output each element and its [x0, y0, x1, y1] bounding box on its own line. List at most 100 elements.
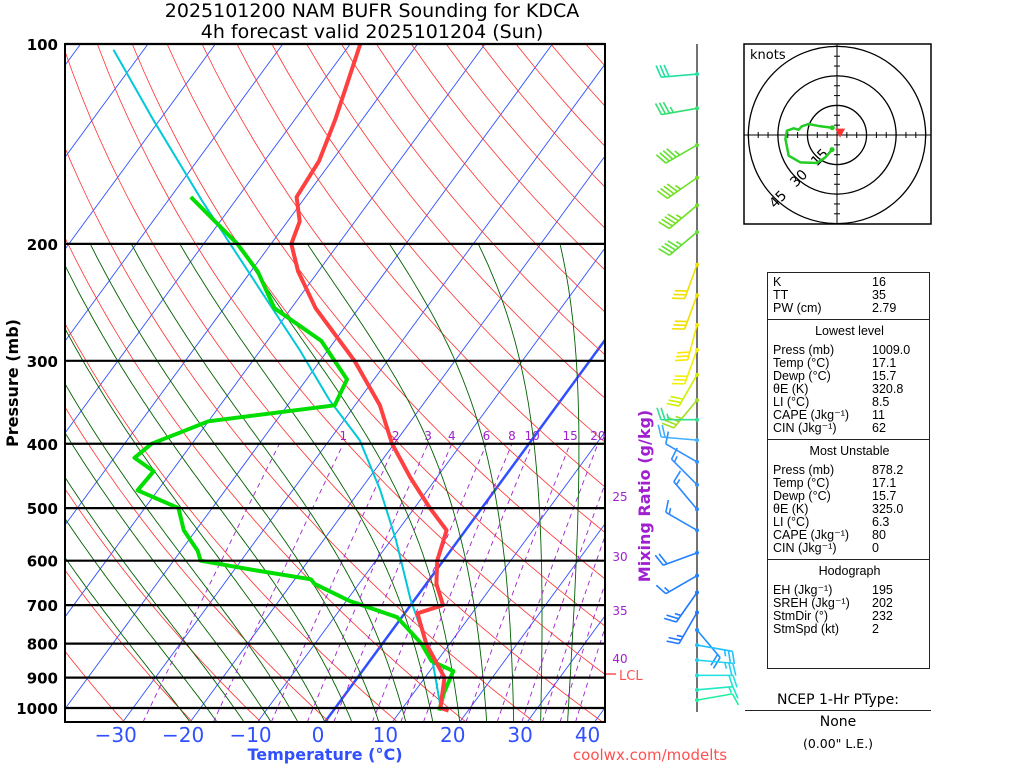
stat-label: StmDir (°) — [773, 609, 828, 623]
stat-value: 232 — [872, 609, 893, 623]
stat-section-title: Hodograph — [818, 564, 881, 578]
background-lines — [65, 44, 605, 722]
moist-adiabat-line — [237, 243, 461, 722]
moist-adiabat-line — [65, 382, 299, 722]
wind-barb — [695, 627, 721, 669]
stat-label: θE (K) — [773, 382, 809, 396]
mixing-ratio-line — [371, 443, 487, 722]
mixing-ratio-line — [212, 443, 344, 722]
dry-adiabat-line — [65, 50, 603, 722]
wind-barb — [655, 573, 699, 595]
stat-label: θE (K) — [773, 502, 809, 516]
ptype-value: None — [819, 714, 857, 730]
pressure-tick-label: 600 — [27, 553, 58, 571]
stat-value: 17.1 — [872, 476, 897, 490]
isotherm-line — [65, 44, 216, 250]
wind-barb — [655, 143, 699, 164]
stat-label: CIN (Jkg⁻¹) — [773, 541, 837, 555]
stat-value: 80 — [872, 528, 886, 542]
stat-value: 195 — [872, 583, 893, 597]
isotherm-line — [391, 431, 605, 722]
moist-adiabat-line — [65, 476, 245, 722]
mixing-ratio-label: 4 — [448, 429, 456, 443]
temperature-tick-label: −30 — [95, 723, 137, 747]
stat-value: 15.7 — [872, 489, 897, 503]
moist-adiabat-line — [389, 243, 515, 722]
dry-adiabat-line — [306, 44, 605, 399]
mixing-ratio-side-label: 30 — [612, 550, 627, 564]
stat-value: 202 — [872, 596, 893, 610]
stat-value: 6.3 — [872, 515, 890, 529]
wind-barb — [654, 550, 699, 566]
stat-row: Temp (°C) 17.1 — [773, 357, 926, 370]
temperature-tick-label: 0 — [312, 723, 325, 747]
stat-section-title: Most Unstable — [809, 444, 890, 458]
stat-label: CIN (Jkg⁻¹) — [773, 421, 837, 435]
temperature-tick-label: 20 — [440, 723, 465, 747]
moist-adiabat-line — [179, 243, 434, 722]
stat-row: Temp (°C) 17.1 — [773, 477, 926, 490]
stat-value: 62 — [872, 421, 886, 435]
wind-barb — [665, 431, 699, 464]
stat-label: Dewp (°C) — [773, 489, 831, 503]
stat-label: PW (cm) — [773, 301, 822, 315]
lcl-label: LCL — [619, 669, 643, 684]
pressure-tick-label: 500 — [27, 500, 58, 518]
mixing-ratio-label: 3 — [424, 429, 432, 443]
isotherm-line — [65, 44, 553, 710]
moist-adiabat-line — [65, 327, 326, 722]
dry-adiabat-line — [271, 44, 605, 443]
isotherm-line — [65, 44, 486, 618]
pressure-tick-label: 1000 — [16, 700, 58, 718]
dry-adiabat-line — [201, 44, 605, 533]
moist-adiabat-line — [559, 243, 580, 722]
stat-value: 17.1 — [872, 356, 897, 370]
wind-barb — [655, 64, 699, 79]
isotherm-line — [459, 523, 605, 722]
wind-barb — [657, 424, 699, 443]
wind-barb — [666, 610, 699, 645]
stat-row: LI (°C) 8.5 — [773, 396, 926, 409]
dewpoint-trace — [132, 195, 456, 712]
credit-text: coolwx.com/modelts — [573, 746, 727, 764]
mixing-ratio-label: 6 — [483, 429, 491, 443]
mixing-ratio-line — [306, 443, 429, 722]
mixing-ratio-line — [142, 443, 280, 722]
pressure-tick-label: 700 — [27, 597, 58, 615]
dry-adiabat-line — [166, 44, 605, 580]
moist-adiabat-line — [477, 243, 543, 722]
pressure-tick-label: 800 — [27, 636, 58, 654]
ptype-header: NCEP 1-Hr PType: — [745, 692, 931, 711]
wind-barbs — [654, 44, 740, 712]
hodograph-units-label: knots — [750, 48, 786, 63]
mixing-ratio-side-label: 25 — [612, 490, 627, 504]
wind-barb — [670, 447, 699, 487]
wind-barb — [658, 230, 699, 256]
wind-barb — [672, 348, 699, 385]
dry-adiabat-line — [96, 44, 605, 675]
mixing-ratio-line — [465, 443, 571, 722]
hodograph-endpoint — [829, 147, 835, 153]
stat-row: StmSpd (kt) 2 — [773, 623, 926, 636]
stat-label: LI (°C) — [773, 395, 810, 409]
dry-adiabat-line — [65, 650, 125, 722]
stat-label: Press (mb) — [773, 463, 835, 477]
stat-label: TT — [773, 288, 789, 302]
isotherm-line — [257, 247, 605, 722]
stat-row: Press (mb) 878.2 — [773, 464, 926, 477]
stat-value: 15.7 — [872, 369, 897, 383]
dry-adiabat-line — [65, 488, 262, 722]
stat-row: TT 35 — [773, 289, 926, 302]
stat-label: Press (mb) — [773, 343, 835, 357]
wind-barb — [665, 499, 699, 533]
hodograph-section: Hodograph EH (Jkg⁻¹) 195 SREH (Jkg⁻¹) 202 Stm… — [768, 560, 929, 640]
dry-adiabat-line — [65, 236, 467, 722]
stat-row: LI (°C) 6.3 — [773, 516, 926, 529]
pressure-tick-label: 200 — [27, 236, 58, 254]
indices-section: K 16 TT 35 PW (cm) 2.79 — [768, 273, 929, 320]
wind-barb — [656, 407, 699, 422]
moist-adiabat-line — [306, 243, 488, 722]
mixing-ratio-line — [400, 443, 513, 722]
